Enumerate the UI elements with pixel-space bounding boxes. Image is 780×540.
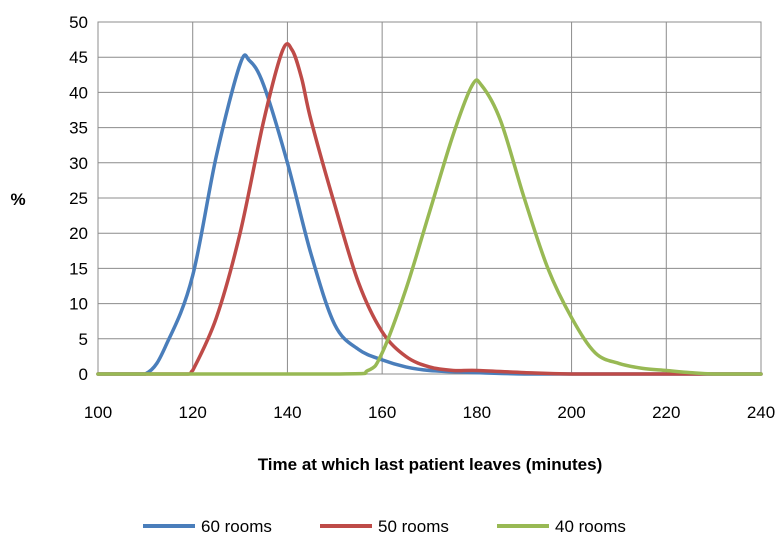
series-line-3 — [96, 78, 763, 376]
plot-area-border — [97, 21, 762, 375]
y-tick-label: 20 — [69, 224, 88, 243]
y-tick-label: 35 — [69, 119, 88, 138]
legend: 60 rooms 50 rooms 40 rooms — [143, 517, 626, 536]
y-tick-label: 0 — [79, 365, 88, 384]
x-axis-title: Time at which last patient leaves (minut… — [258, 455, 603, 474]
y-tick-label: 5 — [79, 330, 88, 349]
legend-label: 40 rooms — [555, 517, 626, 536]
x-tick-label: 120 — [179, 403, 207, 422]
x-tick-label: 160 — [368, 403, 396, 422]
y-tick-label: 25 — [69, 189, 88, 208]
x-tick-label: 100 — [84, 403, 112, 422]
legend-label: 50 rooms — [378, 517, 449, 536]
y-axis-title: % — [10, 190, 25, 209]
x-tick-label: 200 — [557, 403, 585, 422]
x-tick-label: 140 — [273, 403, 301, 422]
legend-item: 50 rooms — [320, 517, 449, 536]
x-axis-ticks: 100 120 140 160 180 200 220 240 — [84, 403, 775, 422]
y-tick-label: 30 — [69, 154, 88, 173]
y-tick-label: 45 — [69, 48, 88, 67]
y-tick-label: 40 — [69, 83, 88, 102]
x-tick-label: 220 — [652, 403, 680, 422]
y-axis-ticks: 0 5 10 15 20 25 30 35 40 45 50 — [69, 13, 88, 384]
x-tick-label: 180 — [463, 403, 491, 422]
grid — [97, 21, 762, 375]
series-line-2 — [96, 42, 763, 376]
legend-item: 40 rooms — [497, 517, 626, 536]
y-tick-label: 15 — [69, 259, 88, 278]
y-tick-label: 10 — [69, 295, 88, 314]
x-tick-label: 240 — [747, 403, 775, 422]
series-lines — [96, 42, 763, 376]
legend-label: 60 rooms — [201, 517, 272, 536]
legend-item: 60 rooms — [143, 517, 272, 536]
y-tick-label: 50 — [69, 13, 88, 32]
